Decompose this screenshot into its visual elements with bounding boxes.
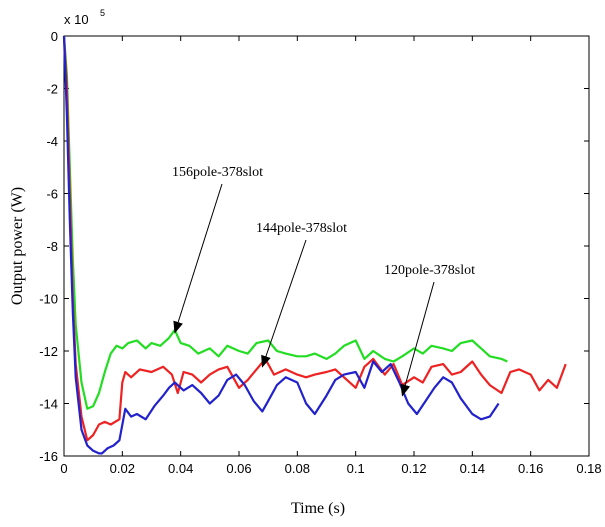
x-tick-label: 0.1 [347,461,365,476]
y-exponent-label: x 10 [64,12,89,27]
annotation-arrow [400,281,435,397]
y-tick-label: -2 [46,82,58,97]
x-tick-label: 0.04 [168,461,193,476]
plot-axes: 0 0.02 0.04 0.06 0.08 0.1 0.12 0.14 0.16 0.18 0 -2 -… [39,29,601,476]
series-line-144pole-378slot [62,35,567,442]
series-line-156pole-378slot [62,35,508,410]
x-tick-label: 0.18 [576,461,601,476]
annotation-arrow [173,183,223,334]
annotation-arrow [261,239,307,368]
y-axis-label: Output power (W) [9,187,26,305]
x-tick-label: 0.02 [110,461,135,476]
y-exponent-power: 5 [100,8,105,18]
annotation-label: 144pole-378slot [256,221,347,236]
x-tick-label: 0.08 [285,461,310,476]
x-tick-label: 0.12 [401,461,426,476]
annotation-label: 156pole-378slot [172,165,263,180]
series-line-120pole-378slot [62,35,500,455]
x-tick-label: 0.14 [460,461,485,476]
x-axis-label: Time (s) [291,500,345,517]
y-tick-label: -14 [39,397,58,412]
y-tick-label: -12 [39,344,58,359]
x-tick-label: 0.16 [518,461,543,476]
x-tick-label: 0.06 [226,461,251,476]
plot-frame [63,35,590,457]
y-tick-label: -6 [46,187,58,202]
y-tick-label: -10 [39,292,58,307]
y-tick-label: -16 [39,449,58,464]
y-tick-label: -8 [46,239,58,254]
y-tick-label: 0 [51,29,58,44]
x-tick-label: 0 [60,461,67,476]
series-layer [62,35,567,455]
y-tick-label: -4 [46,134,58,149]
annotation-layer: 156pole-378slot 144pole-378slot 120pole-37… [172,165,475,397]
annotation-label: 120pole-378slot [384,263,475,278]
